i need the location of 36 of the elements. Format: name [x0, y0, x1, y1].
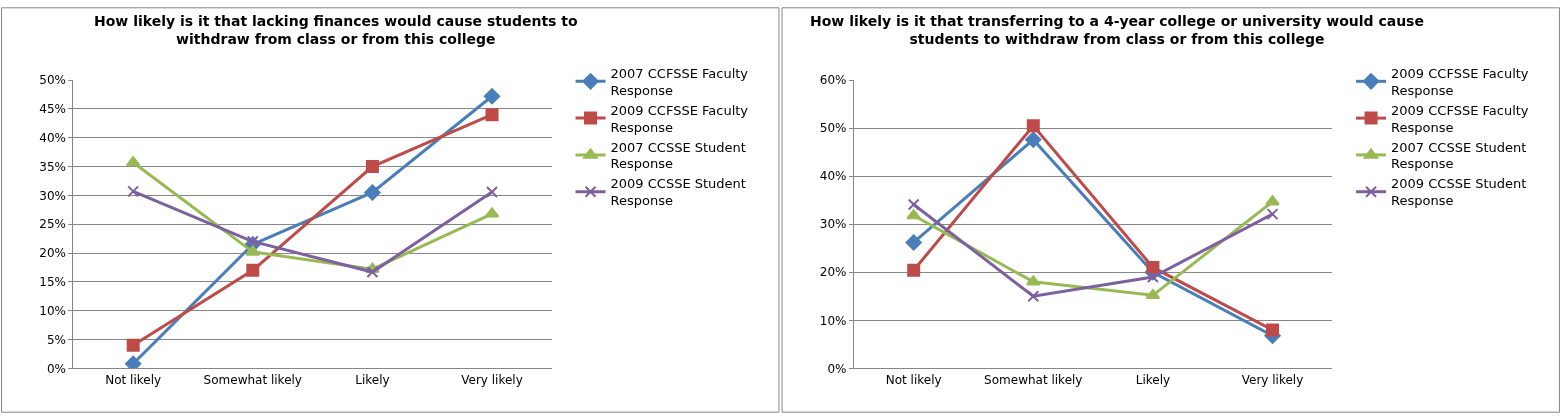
legend-label: 2009 CCSSE Student Response [1391, 176, 1527, 209]
chart-title: How likely is it that lacking finances would cause students to withdraw from class or from this college [94, 13, 578, 48]
x-tick-label: Likely [1135, 372, 1171, 387]
chart-title: How likely is it that transferring to a 4-year college or university would cause students to withdraw from class or from this college [810, 13, 1424, 48]
y-tick-label: 45% [39, 102, 66, 117]
legend-label: 2007 CCSSE Student Response [1391, 139, 1527, 172]
x-tick-label: Very likely [1241, 372, 1304, 387]
y-tick-label: 0% [827, 361, 847, 376]
legend-label: 2009 CCFSSE Faculty Response [610, 102, 749, 135]
y-tick-label: 0% [46, 361, 66, 376]
y-tick-label: 30% [819, 217, 847, 232]
legend-label: 2009 CCFSSE Faculty Response [1391, 102, 1529, 135]
y-tick-label: 10% [39, 303, 66, 318]
y-tick-label: 60% [819, 73, 847, 88]
y-tick-label: 15% [39, 275, 66, 290]
x-tick-label: Not likely [885, 372, 942, 387]
legend-label: 2009 CCSSE Student Response [610, 176, 746, 209]
y-tick-label: 35% [39, 159, 66, 174]
y-tick-label: 10% [819, 313, 847, 328]
y-tick-label: 40% [39, 130, 66, 145]
y-tick-label: 20% [39, 246, 66, 261]
x-tick-label: Not likely [105, 372, 162, 387]
x-tick-label: Very likely [461, 372, 523, 387]
y-tick-label: 5% [46, 332, 66, 347]
x-tick-label: Somewhat likely [203, 372, 302, 387]
y-tick-label: 50% [39, 73, 66, 88]
x-tick-label: Likely [355, 372, 390, 387]
legend-label: 2009 CCFSSE Faculty Response [1391, 65, 1529, 98]
y-tick-label: 40% [819, 169, 847, 184]
legend-label: 2007 CCFSSE Faculty Response [610, 65, 749, 98]
y-tick-label: 50% [819, 121, 847, 136]
y-tick-label: 30% [39, 188, 66, 203]
legend-label: 2007 CCSSE Student Response [610, 139, 746, 172]
y-tick-label: 20% [819, 265, 847, 280]
x-tick-label: Somewhat likely [984, 372, 1083, 387]
y-tick-label: 25% [39, 217, 66, 232]
